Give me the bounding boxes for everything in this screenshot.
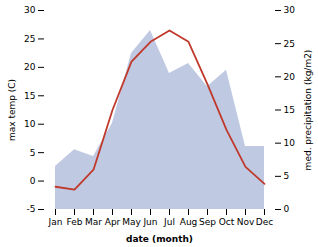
svg-text:Aug: Aug — [180, 217, 198, 227]
svg-text:Jun: Jun — [142, 217, 157, 227]
svg-text:0: 0 — [284, 204, 290, 214]
svg-text:Sep: Sep — [199, 217, 216, 227]
svg-text:Feb: Feb — [67, 217, 83, 227]
svg-text:Oct: Oct — [219, 217, 235, 227]
svg-text:10: 10 — [24, 119, 36, 129]
svg-text:15: 15 — [24, 91, 35, 101]
svg-text:20: 20 — [24, 62, 36, 72]
svg-text:25: 25 — [24, 34, 35, 44]
svg-text:5: 5 — [30, 148, 36, 158]
svg-text:Jul: Jul — [163, 217, 175, 227]
svg-text:15: 15 — [284, 105, 295, 115]
svg-text:10: 10 — [284, 138, 296, 148]
svg-text:Mar: Mar — [85, 217, 102, 227]
svg-text:date (month): date (month) — [126, 234, 193, 244]
svg-text:Apr: Apr — [105, 217, 121, 227]
svg-text:max temp (C): max temp (C) — [7, 79, 17, 141]
svg-text:med. precipitation (kg/m2): med. precipitation (kg/m2) — [303, 50, 313, 171]
svg-text:0: 0 — [30, 176, 36, 186]
svg-text:30: 30 — [24, 5, 36, 15]
svg-text:30: 30 — [284, 5, 296, 15]
svg-text:5: 5 — [284, 171, 290, 181]
svg-text:Dec: Dec — [256, 217, 273, 227]
svg-text:20: 20 — [284, 72, 296, 82]
svg-text:Jan: Jan — [48, 217, 63, 227]
svg-text:Nov: Nov — [237, 217, 255, 227]
svg-text:-5: -5 — [27, 204, 36, 214]
svg-text:25: 25 — [284, 39, 295, 49]
svg-text:May: May — [122, 217, 141, 227]
